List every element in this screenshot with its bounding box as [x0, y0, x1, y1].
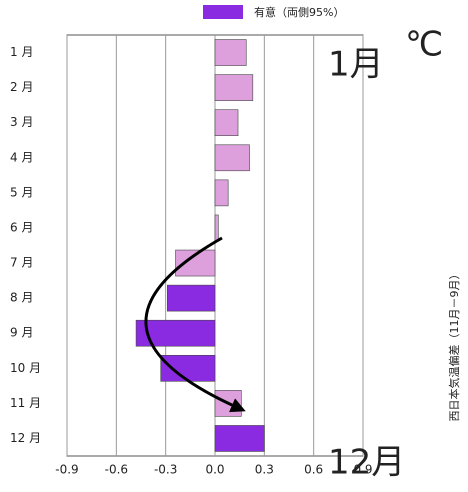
annotation: 西日本気温偏差（11月－9月） — [447, 269, 461, 422]
annotation: 1月 — [328, 45, 384, 85]
y-tick-label: 1 月 — [10, 45, 33, 59]
legend-label: 有意（両側95%） — [254, 5, 344, 19]
x-tick-label: 0.3 — [255, 463, 274, 477]
y-tick-label: 11 月 — [10, 396, 41, 410]
y-tick-label: 8 月 — [10, 291, 33, 305]
y-tick-label: 10 月 — [10, 361, 41, 375]
y-tick-label: 9 月 — [10, 326, 33, 340]
bar — [214, 144, 250, 172]
y-tick-label: 12 月 — [10, 431, 41, 445]
bar — [167, 284, 216, 312]
bar — [214, 74, 254, 101]
bar — [160, 354, 216, 382]
arrow — [144, 236, 246, 413]
annotation: ℃ — [405, 25, 443, 65]
x-tick-label: -0.6 — [105, 463, 128, 477]
y-tick-label: 7 月 — [10, 256, 33, 270]
x-tick-label: 0.0 — [205, 463, 224, 477]
x-tick-label: -0.9 — [55, 463, 78, 477]
legend-swatch — [203, 5, 243, 19]
y-tick-label: 6 月 — [10, 220, 33, 234]
bar — [214, 179, 229, 207]
y-tick-label: 4 月 — [10, 150, 33, 164]
bar — [214, 109, 239, 137]
x-tick-label: -0.3 — [154, 463, 177, 477]
x-tick-label: 0.6 — [304, 463, 323, 477]
bar — [214, 39, 247, 66]
bar — [214, 214, 219, 242]
y-tick-label: 3 月 — [10, 115, 33, 129]
x-tick-label: 0.9 — [353, 463, 372, 477]
bar — [214, 425, 265, 452]
y-tick-label: 2 月 — [10, 80, 33, 94]
y-tick-label: 5 月 — [10, 185, 33, 199]
annotation: 12月 — [328, 443, 405, 483]
